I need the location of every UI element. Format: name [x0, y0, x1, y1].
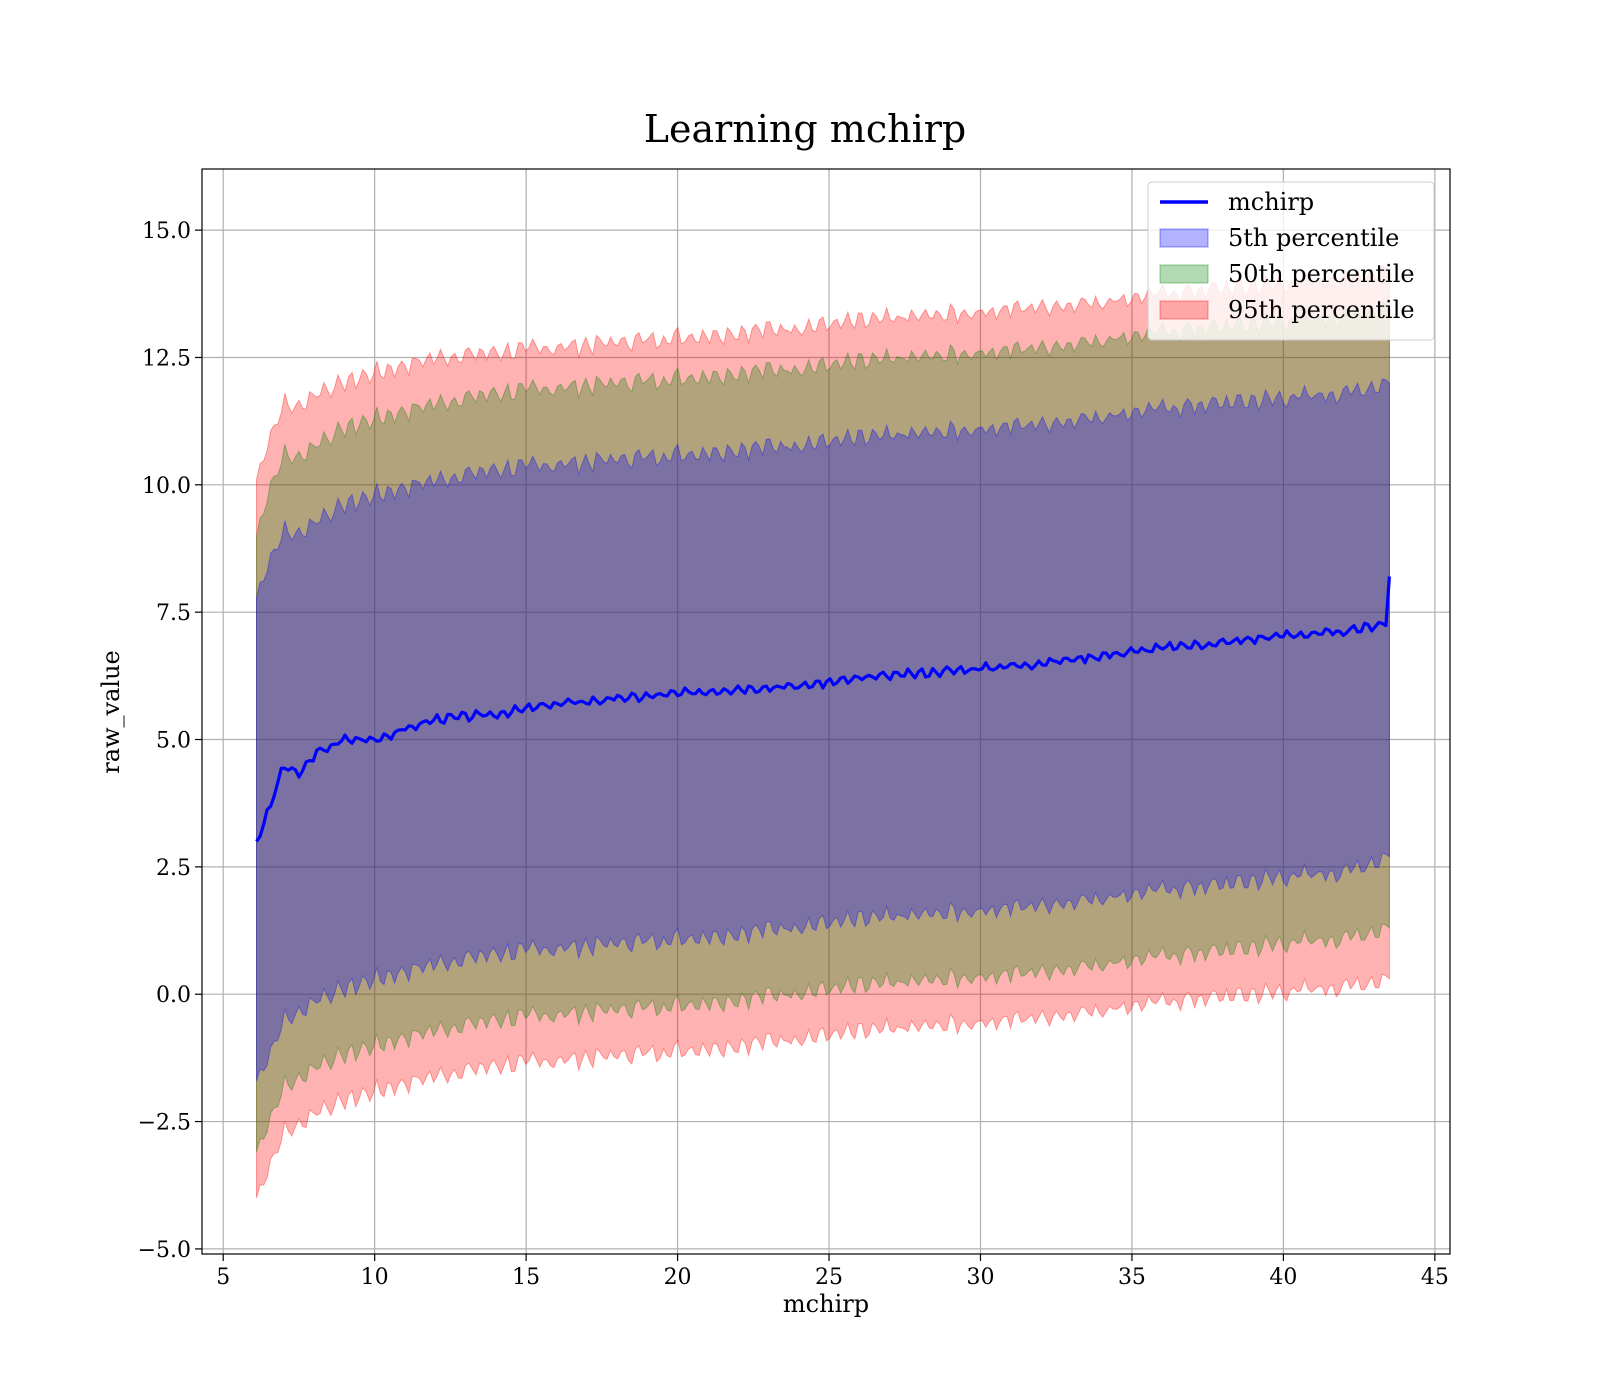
- y-tick-label: −2.5: [138, 1111, 191, 1136]
- y-tick-label: 15.0: [142, 219, 191, 244]
- chart-title: Learning mchirp: [644, 107, 966, 151]
- x-tick-label: 5: [216, 1265, 230, 1290]
- legend-swatch-band: [1159, 228, 1209, 248]
- grid: [202, 169, 1450, 1254]
- legend-swatch-band: [1159, 300, 1209, 320]
- y-axis-label: raw_value: [97, 650, 125, 774]
- y-tick-label: 12.5: [142, 346, 191, 371]
- y-tick-label: 2.5: [156, 856, 191, 881]
- legend-swatch-band: [1159, 264, 1209, 284]
- x-tick-label: 40: [1269, 1265, 1297, 1290]
- legend-entry-label: 95th percentile: [1228, 296, 1415, 324]
- x-tick-label: 20: [664, 1265, 692, 1290]
- percentile-bands: [256, 265, 1390, 1199]
- y-tick-label: −5.0: [138, 1238, 191, 1263]
- band-5th-percentile: [256, 378, 1390, 1081]
- legend-entry-label: 5th percentile: [1228, 224, 1399, 252]
- x-tick-label: 15: [512, 1265, 540, 1290]
- plot-frame: [201, 168, 1451, 1255]
- legend: mchirp 5th percentile 50th percentile 95th …: [1147, 181, 1435, 341]
- y-axis-ticks: −5.0 −2.5 0.0 2.5 5.0 7.5 10.0 12.5 15.0: [138, 219, 202, 1263]
- x-tick-label: 30: [966, 1265, 994, 1290]
- x-tick-label: 10: [361, 1265, 389, 1290]
- band-95th-percentile: [256, 265, 1390, 1199]
- band-50th-percentile: [256, 301, 1390, 1153]
- x-tick-label: 25: [815, 1265, 843, 1290]
- x-axis-ticks: 5 10 15 20 25 30 35 40 45: [216, 1254, 1449, 1290]
- x-axis-label: mchirp: [783, 1290, 869, 1318]
- y-tick-label: 5.0: [156, 729, 191, 754]
- y-tick-label: 7.5: [156, 601, 191, 626]
- legend-box: [1147, 181, 1435, 341]
- legend-entry-label: mchirp: [1228, 188, 1314, 216]
- x-tick-label: 45: [1421, 1265, 1449, 1290]
- x-tick-label: 35: [1118, 1265, 1146, 1290]
- legend-entry-label: 50th percentile: [1228, 260, 1415, 288]
- series-line-mchirp: [255, 576, 1391, 843]
- y-tick-label: 0.0: [156, 983, 191, 1008]
- data-lines: [255, 576, 1391, 843]
- y-tick-label: 10.0: [142, 474, 191, 499]
